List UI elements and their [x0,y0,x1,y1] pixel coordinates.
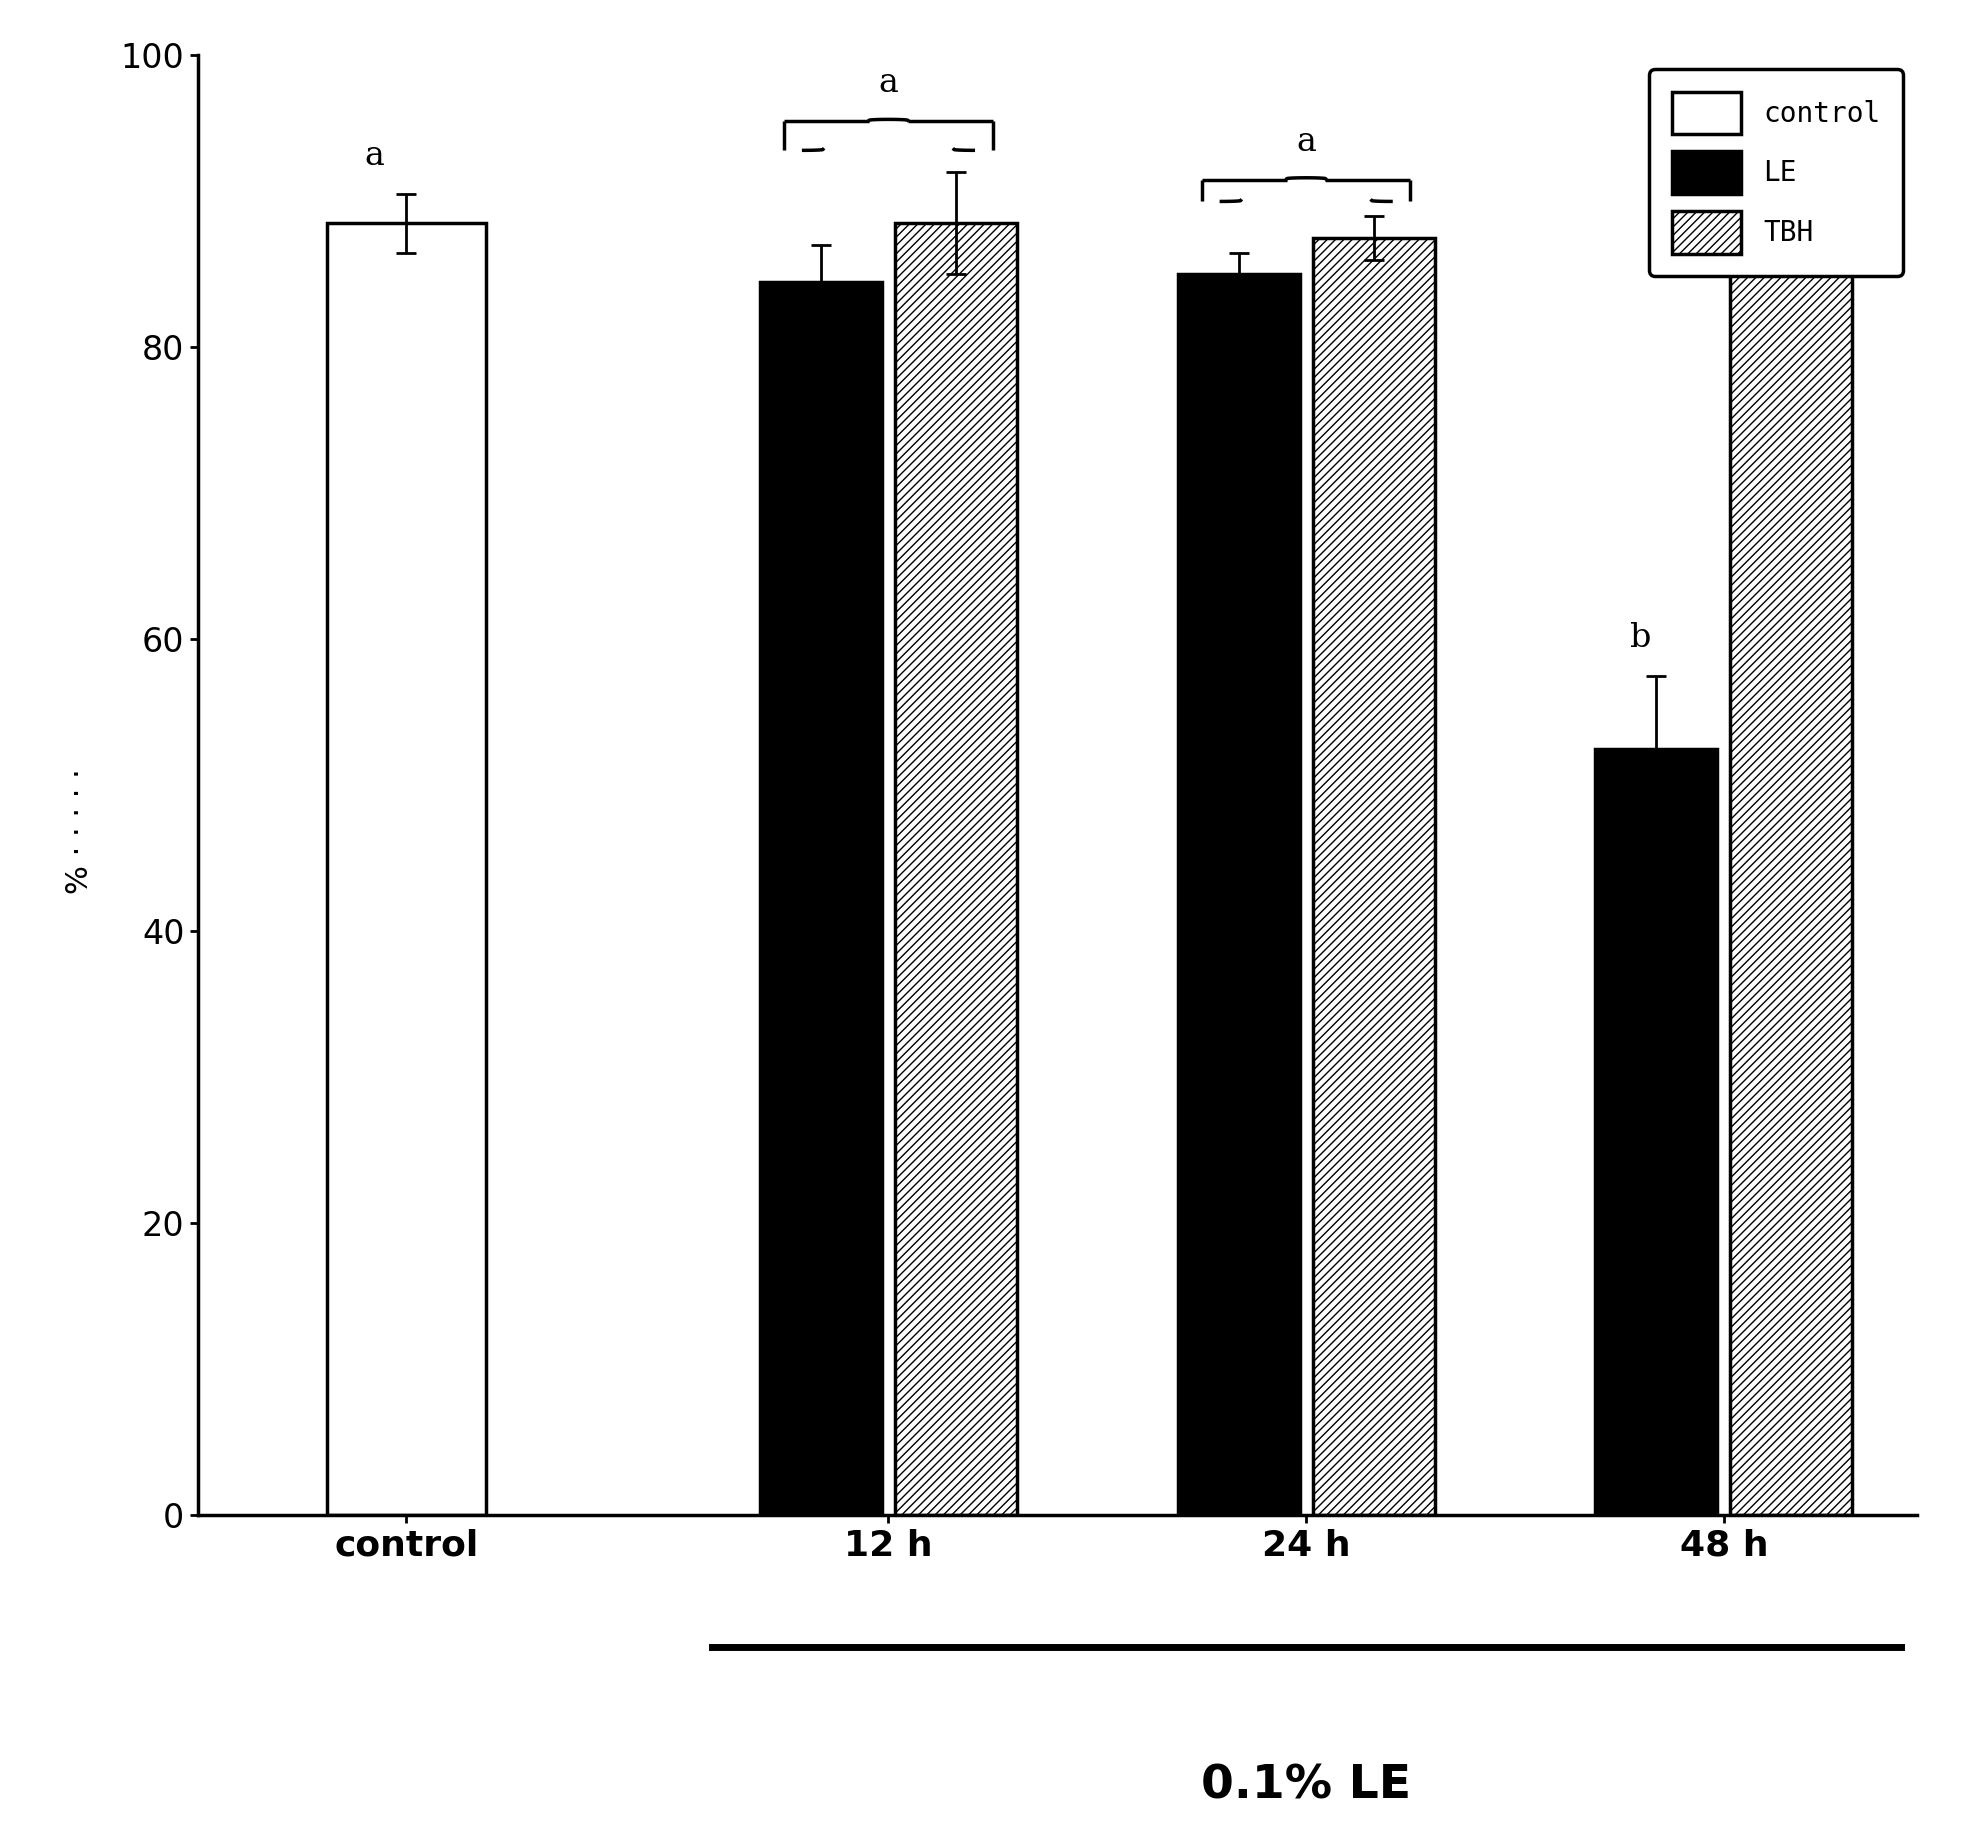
Bar [895,224,1018,1515]
Text: b: b [1630,623,1652,654]
Text: 0.1% LE: 0.1% LE [1201,1763,1411,1809]
Bar [1312,238,1435,1515]
Text: a: a [364,140,383,172]
Text: a: a [1296,126,1316,157]
Bar [1178,275,1300,1515]
Legend: control, LE, TBH: control, LE, TBH [1650,70,1903,275]
Text: % · · · · ·: % · · · · · [65,769,93,894]
Text: a: a [879,67,899,100]
Bar [1731,216,1852,1515]
Bar [761,281,881,1515]
Bar [328,224,486,1515]
Bar [1595,748,1717,1515]
Text: a: a [1782,118,1802,150]
